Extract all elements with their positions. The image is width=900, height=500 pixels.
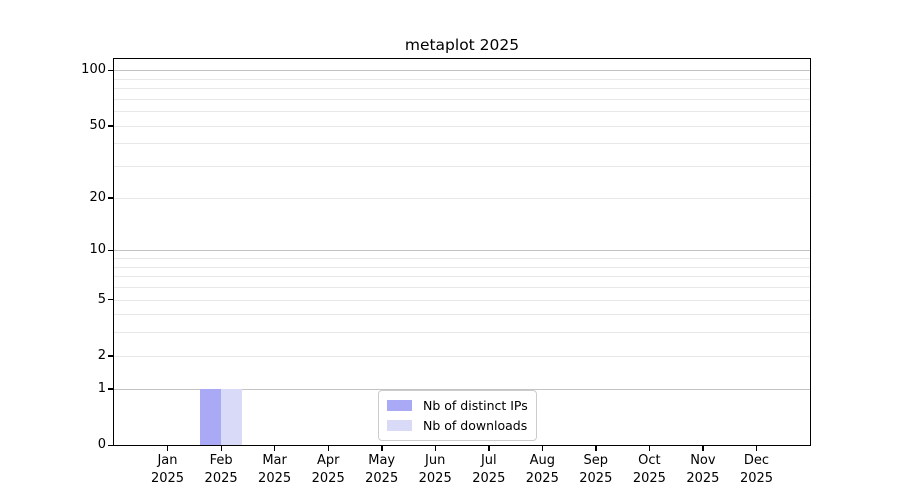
y-tick-label: 5 — [97, 291, 106, 307]
y-tick — [107, 197, 113, 199]
x-tick-label-jun: Jun 2025 — [395, 452, 475, 487]
x-tick-label-feb: Feb 2025 — [181, 452, 261, 487]
y-gridline-minor — [114, 166, 810, 168]
x-tick — [274, 446, 276, 451]
x-tick-label-aug: Aug 2025 — [502, 452, 582, 487]
x-label-year: 2025 — [150, 470, 185, 486]
x-tick — [167, 446, 169, 451]
x-tick-label-jul: Jul 2025 — [449, 452, 529, 487]
y-gridline-minor — [114, 276, 810, 278]
x-label-year: 2025 — [311, 470, 345, 486]
legend-swatch-downloads-icon — [387, 420, 412, 431]
x-tick — [648, 446, 651, 451]
x-label-month: Jun — [425, 453, 446, 468]
bar-nb-of-distinct-ips-feb — [199, 388, 222, 445]
x-label-month: Oct — [638, 453, 661, 468]
x-label-month: Nov — [690, 453, 716, 468]
x-label-year: 2025 — [258, 470, 292, 486]
y-gridline-minor — [114, 111, 810, 113]
y-gridline-minor — [114, 258, 810, 259]
y-gridline-minor — [114, 299, 810, 301]
x-tick — [220, 446, 222, 451]
x-label-month: Sep — [583, 453, 609, 468]
x-tick — [595, 446, 597, 451]
x-tick-label-dec: Dec 2025 — [717, 452, 797, 487]
y-tick — [107, 355, 113, 357]
y-tick — [107, 388, 113, 390]
y-tick-label: 100 — [81, 62, 106, 78]
x-label-month: Apr — [316, 453, 340, 468]
x-tick — [434, 446, 437, 451]
y-gridline-minor — [114, 197, 810, 199]
x-label-year: 2025 — [686, 470, 720, 486]
x-tick — [756, 446, 758, 451]
y-gridline-minor — [114, 78, 810, 80]
y-gridline-major — [114, 388, 810, 390]
y-gridline-minor — [114, 88, 810, 90]
x-tick-label-jan: Jan 2025 — [128, 452, 208, 487]
y-tick — [107, 69, 113, 72]
x-label-month: Mar — [262, 453, 287, 468]
legend-label-distinct-ips: Nb of distinct IPs — [423, 398, 528, 413]
x-label-year: 2025 — [525, 470, 559, 486]
y-tick-label: 10 — [89, 242, 106, 258]
x-tick — [702, 446, 704, 451]
y-tick — [107, 249, 113, 252]
x-tick — [327, 446, 330, 451]
x-label-year: 2025 — [739, 470, 774, 486]
x-label-month: Feb — [209, 453, 233, 468]
y-tick-label: 50 — [89, 117, 106, 133]
x-tick-label-apr: Apr 2025 — [288, 452, 368, 487]
x-label-month: Aug — [529, 453, 555, 468]
x-label-year: 2025 — [418, 470, 452, 486]
x-label-year: 2025 — [204, 470, 238, 486]
legend-item-downloads: Nb of downloads — [387, 417, 528, 434]
x-label-month: May — [368, 453, 396, 468]
x-tick — [488, 446, 490, 451]
legend: Nb of distinct IPs Nb of downloads — [378, 390, 537, 441]
x-label-month: Dec — [743, 453, 770, 468]
legend-item-distinct-ips: Nb of distinct IPs — [387, 397, 528, 414]
y-gridline-minor — [114, 143, 810, 145]
legend-label-downloads: Nb of downloads — [423, 418, 528, 433]
y-gridline-minor — [114, 314, 810, 316]
y-gridline-major — [114, 70, 810, 72]
legend-swatch-distinct-ips-icon — [387, 400, 412, 411]
x-label-year: 2025 — [579, 470, 613, 486]
y-gridline-minor — [114, 332, 810, 334]
y-tick-label: 2 — [97, 347, 106, 363]
y-tick-label: 20 — [89, 189, 106, 205]
x-label-year: 2025 — [472, 470, 506, 486]
y-tick — [107, 299, 113, 301]
y-gridline-minor — [114, 355, 810, 357]
x-label-month: Jan — [157, 453, 178, 468]
y-gridline-minor — [114, 125, 810, 127]
x-label-year: 2025 — [365, 470, 399, 486]
x-tick-label-oct: Oct 2025 — [609, 452, 689, 487]
chart-title: metaplot 2025 — [404, 36, 520, 54]
x-tick — [381, 446, 383, 451]
x-tick-label-may: May 2025 — [342, 452, 422, 487]
x-tick — [541, 446, 544, 451]
y-tick-label: 1 — [97, 380, 106, 396]
x-label-month: Jul — [480, 453, 497, 468]
y-tick-label: 0 — [97, 437, 106, 452]
bar-nb-of-downloads-feb — [221, 388, 243, 445]
y-gridline-minor — [114, 266, 810, 268]
y-gridline-minor — [114, 98, 810, 100]
x-tick-label-nov: Nov 2025 — [663, 452, 743, 487]
y-tick — [107, 125, 113, 127]
x-tick-label-sep: Sep 2025 — [556, 452, 636, 487]
plot-area — [107, 58, 811, 451]
y-gridline-minor — [114, 287, 810, 288]
x-label-year: 2025 — [632, 470, 666, 486]
x-tick-label-mar: Mar 2025 — [235, 452, 315, 487]
y-gridline-major — [114, 250, 810, 252]
y-tick — [107, 444, 113, 446]
